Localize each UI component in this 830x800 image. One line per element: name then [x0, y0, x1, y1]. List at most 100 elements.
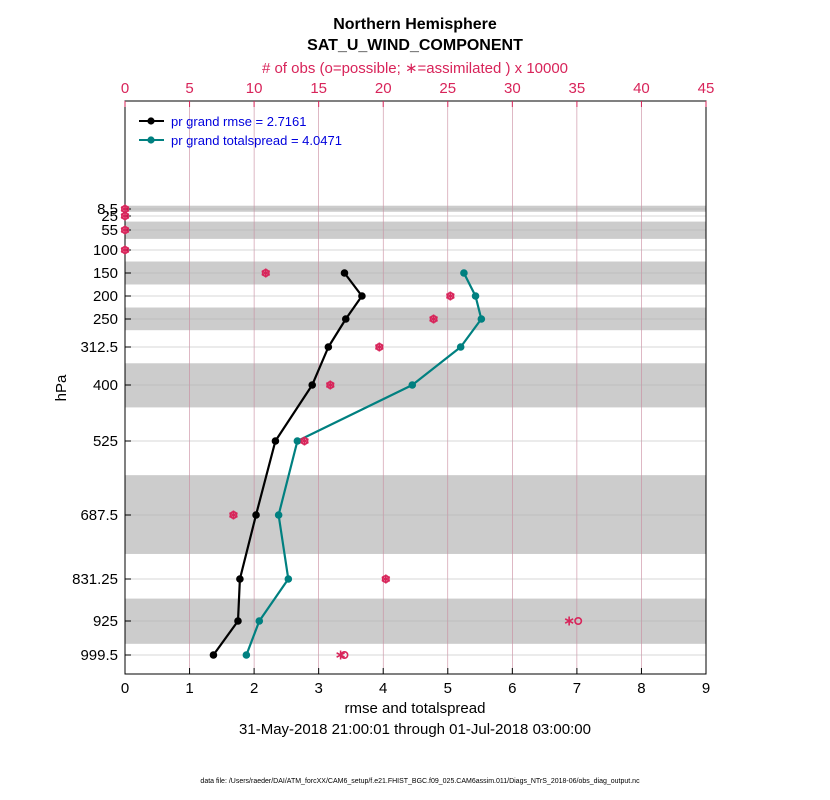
series-0-point	[340, 269, 349, 277]
y-tick-label: 999.5	[80, 647, 118, 664]
obs-possible-marker	[574, 616, 583, 625]
top-tick-label: 10	[246, 80, 263, 97]
x-tick-label: 2	[250, 680, 258, 697]
obs-asterisk-stroke	[564, 618, 574, 624]
x-axis-label: rmse and totalspread	[345, 700, 486, 717]
top-tick-label: 5	[185, 80, 193, 97]
series-line-1	[245, 272, 483, 656]
x-tick-label: 1	[185, 680, 193, 697]
series-1-point	[255, 617, 264, 625]
obs-asterisk-stroke	[120, 247, 130, 253]
obs-asterisk-stroke	[120, 227, 130, 233]
obs-assimilated-marker	[325, 380, 335, 390]
series-1-point	[284, 575, 293, 583]
y-tick-label: 55	[101, 222, 118, 239]
x-tick-label: 5	[444, 680, 452, 697]
y-tick-label: 687.5	[80, 507, 118, 524]
top-tick-label: 20	[375, 80, 392, 97]
x-tick-label: 8	[637, 680, 645, 697]
x-tick-label: 6	[508, 680, 516, 697]
obs-asterisk-stroke	[381, 576, 391, 582]
plot-frame	[124, 100, 707, 675]
series-0-point	[209, 651, 218, 659]
obs-asterisk-stroke	[374, 344, 384, 350]
top-tick-label: 35	[569, 80, 586, 97]
y-tick-label: 150	[93, 265, 118, 282]
series-1-point	[242, 651, 251, 659]
series-line-0	[212, 272, 363, 656]
obs-assimilated-marker	[120, 225, 130, 235]
x-tick-label: 4	[379, 680, 387, 697]
chart-title: Northern Hemisphere	[333, 16, 497, 33]
series-0-point	[308, 381, 317, 389]
obs-asterisk-stroke	[429, 316, 438, 322]
obs-assimilated-marker	[429, 314, 438, 324]
axis-ticks: 0 1 2 3 4 5 6 7 8 90 5 10 15 20 25 30 35 40 458.5255510015…	[72, 80, 714, 697]
obs-asterisk-stroke	[229, 512, 238, 518]
legend-spread-marker	[147, 136, 155, 144]
date-range: 31-May-2018 21:00:01 through 01-Jul-2018…	[239, 721, 591, 738]
series-0-point	[234, 617, 242, 625]
y-tick-label: 831.25	[72, 571, 118, 588]
obs-asterisk-stroke	[336, 652, 346, 658]
obs-assimilated-marker	[261, 268, 271, 278]
data-series	[209, 269, 486, 659]
shaded-bands	[125, 205, 706, 644]
top-tick-label: 30	[504, 80, 521, 97]
top-tick-label: 0	[121, 80, 129, 97]
shaded-band-5	[125, 475, 706, 554]
x-tick-label: 0	[121, 680, 129, 697]
top-tick-label: 40	[633, 80, 650, 97]
y-tick-label: 525	[93, 433, 118, 450]
obs-assimilated-marker	[229, 510, 238, 520]
obs-assimilated-marker	[300, 436, 309, 446]
obs-asterisk-stroke	[261, 270, 271, 276]
legend-rmse-label: pr grand rmse = 2.7161	[171, 114, 307, 129]
obs-count-markers	[120, 204, 583, 660]
obs-assimilated-marker	[120, 211, 130, 221]
obs-assimilated-marker	[374, 342, 384, 352]
legend: pr grand rmse = 2.7161 pr grand totalspr…	[139, 114, 342, 148]
series-0-point	[271, 437, 280, 445]
y-axis-label: hPa	[53, 374, 70, 401]
series-1-point	[460, 269, 468, 277]
series-0-point	[341, 315, 350, 323]
x-tick-label: 3	[314, 680, 322, 697]
series-0-point	[358, 292, 366, 300]
y-tick-label: 400	[93, 377, 118, 394]
top-tick-label: 45	[698, 80, 715, 97]
series-1-point	[477, 315, 486, 323]
x-tick-label: 7	[573, 680, 581, 697]
obs-asterisk-stroke	[325, 382, 335, 388]
y-tick-label: 925	[93, 613, 118, 630]
obs-assimilated-marker	[381, 574, 391, 584]
series-1-point	[274, 511, 283, 519]
series-1-point	[293, 437, 302, 445]
series-0-point	[252, 511, 260, 519]
chart-subtitle: SAT_U_WIND_COMPONENT	[307, 37, 523, 54]
y-tick-label: 8.5	[97, 201, 118, 218]
y-tick-label: 312.5	[80, 339, 118, 356]
y-tick-label: 25	[101, 208, 118, 225]
y-tick-label: 200	[93, 288, 118, 305]
x-tick-label: 9	[702, 680, 710, 697]
series-0-point	[324, 343, 333, 351]
obs-asterisk-stroke	[445, 293, 455, 299]
obs-assimilated-marker	[445, 291, 455, 301]
series-1-point	[456, 343, 465, 351]
y-tick-label: 100	[93, 242, 118, 259]
obs-assimilated-marker	[120, 245, 130, 255]
legend-rmse-marker	[147, 117, 155, 125]
gridlines	[125, 101, 706, 674]
obs-assimilated-marker	[336, 650, 346, 660]
legend-spread-label: pr grand totalspread = 4.0471	[171, 133, 342, 148]
series-1-point	[471, 292, 480, 300]
obs-assimilated-marker	[564, 616, 574, 626]
series-1-point	[408, 381, 417, 389]
y-tick-label: 250	[93, 311, 118, 328]
obs-asterisk-stroke	[120, 213, 130, 219]
obs-asterisk-stroke	[300, 438, 309, 444]
obs-asterisk-stroke	[120, 206, 130, 212]
series-0-point	[236, 575, 244, 583]
